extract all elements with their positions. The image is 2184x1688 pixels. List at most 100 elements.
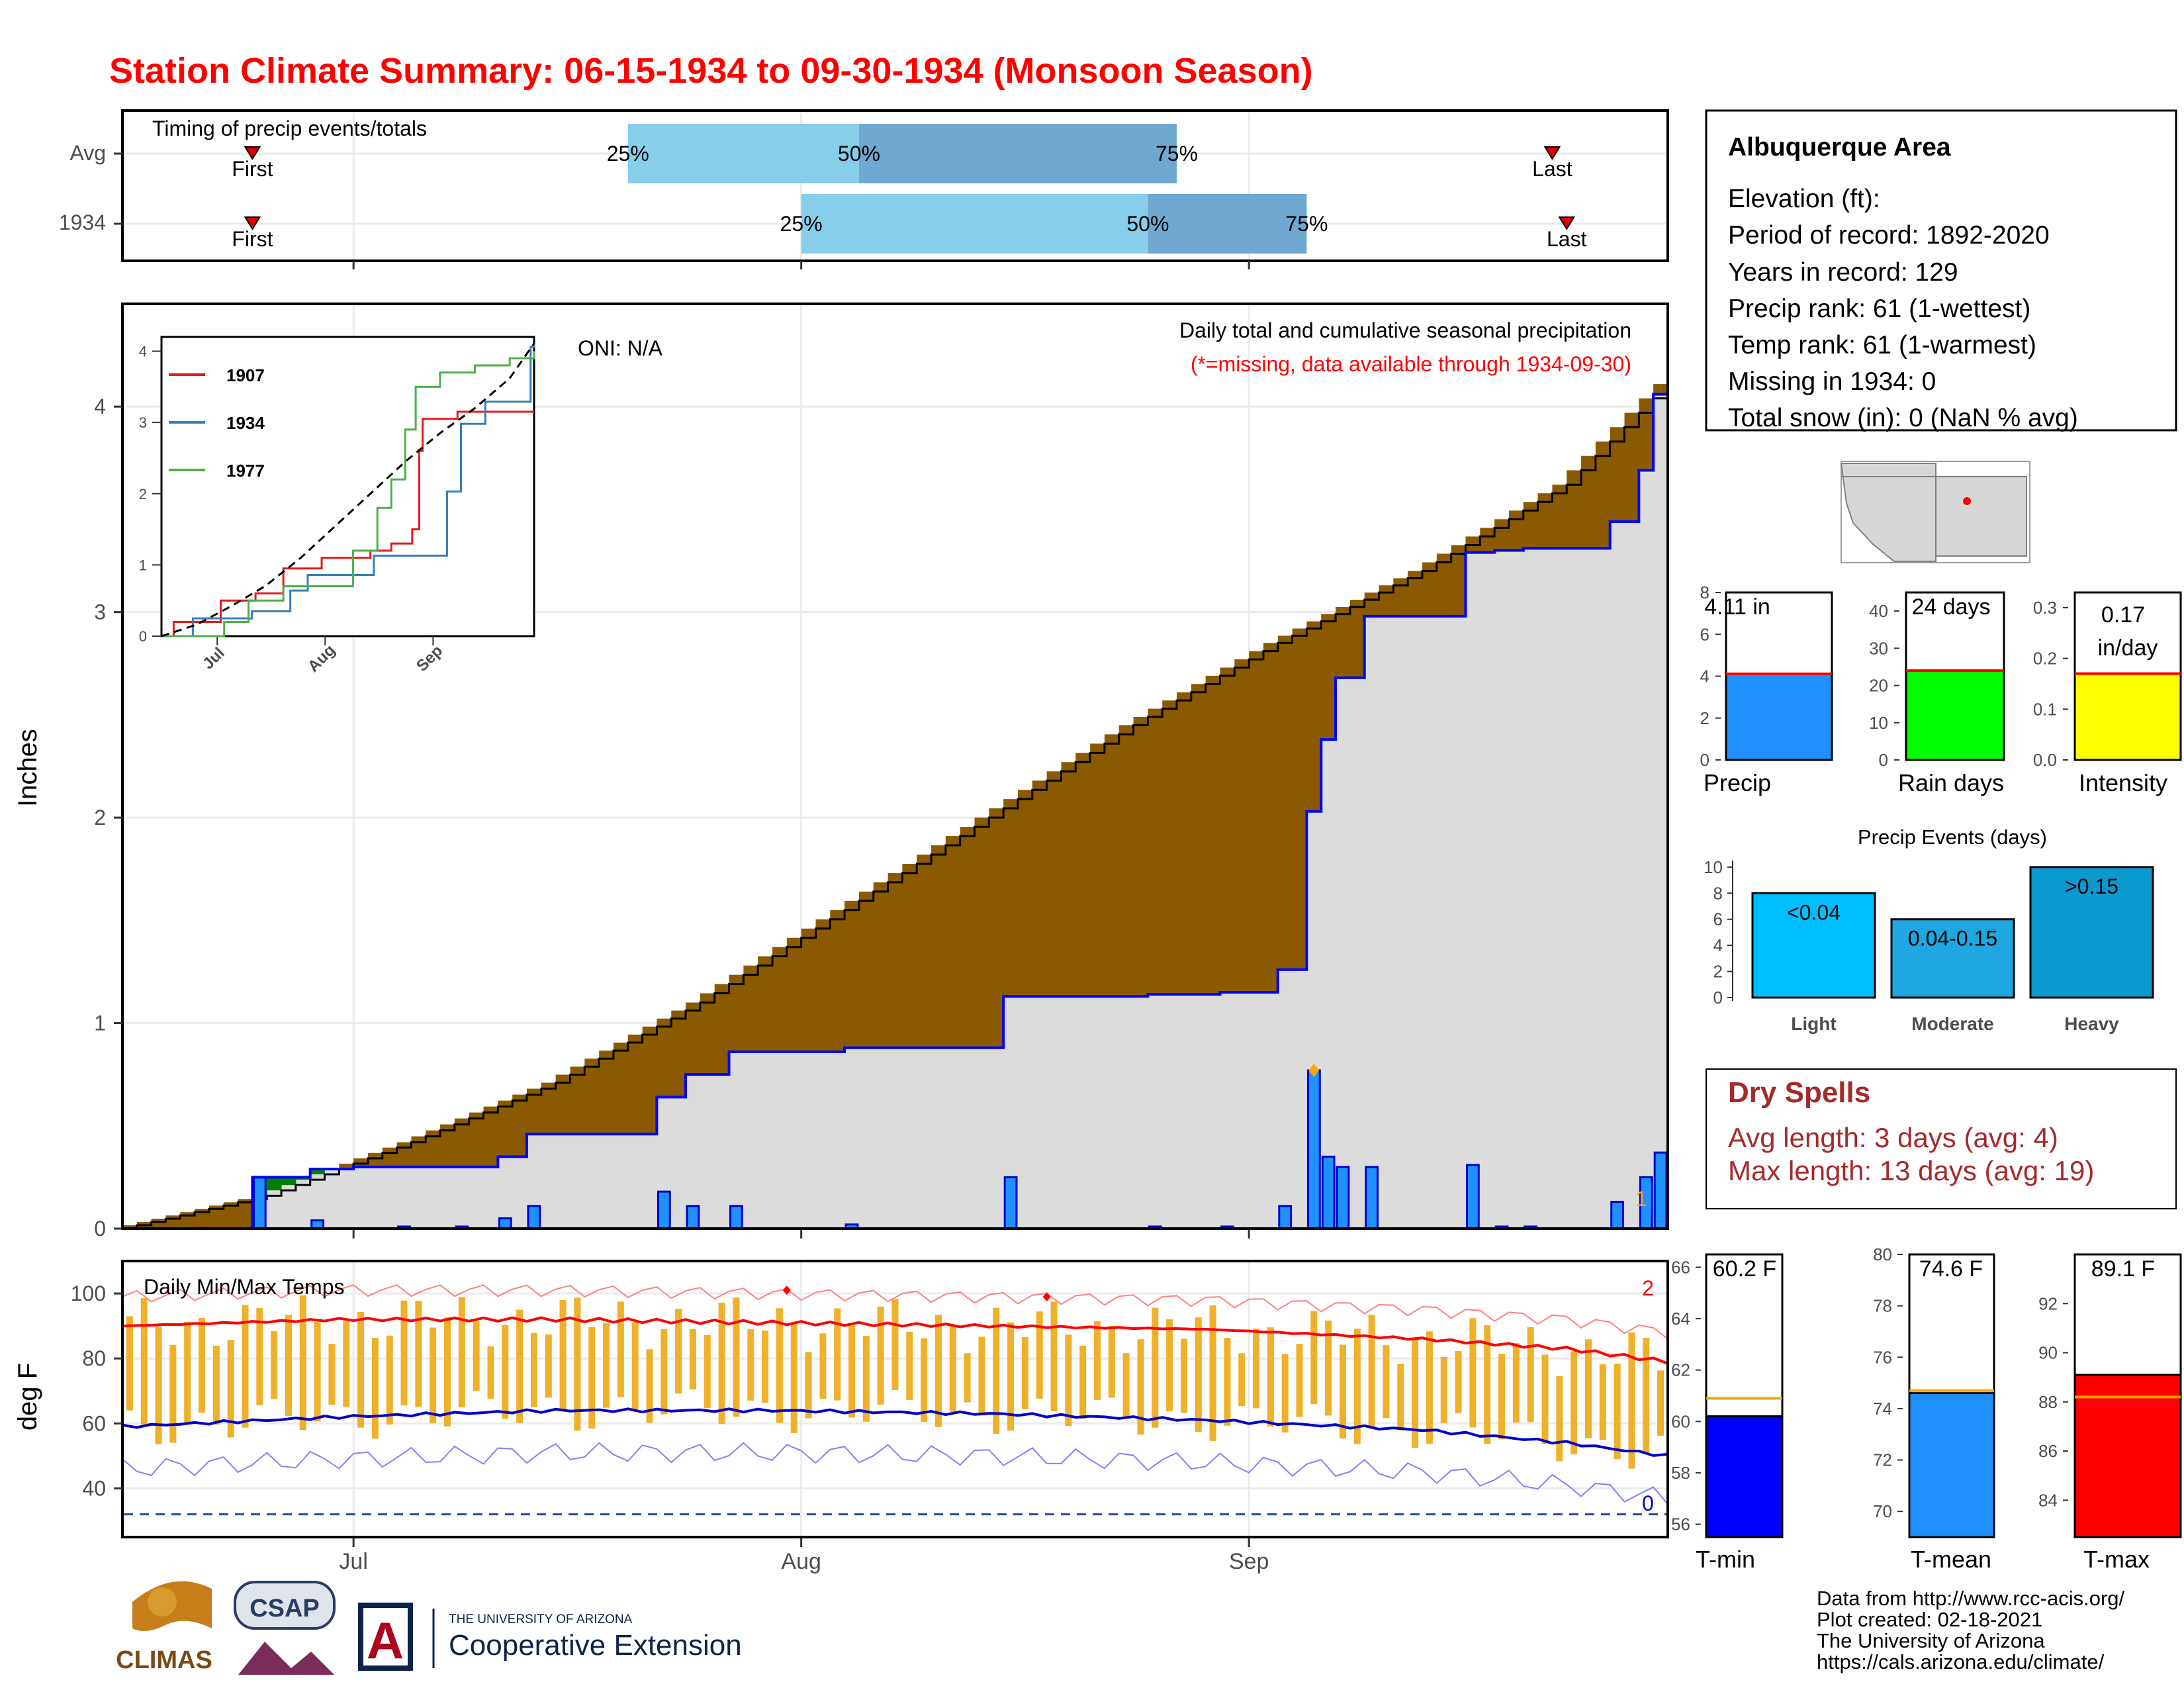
temp-daily-bar	[891, 1299, 899, 1390]
summary-bar-y-tick-label: 0.1	[2033, 699, 2057, 719]
timing-bar-50-75	[858, 124, 1177, 183]
precip-deficit-strip	[1552, 485, 1567, 549]
summary-bar-y-tick-label: 0.3	[2033, 598, 2057, 618]
precip-deficit-strip	[454, 1118, 470, 1167]
csap-logo-mountains	[238, 1642, 334, 1675]
temp-daily-bar	[386, 1335, 393, 1425]
temp-y-tick-label: 100	[71, 1282, 106, 1305]
temp-daily-bar	[848, 1325, 856, 1418]
precip-area-background	[122, 384, 1668, 1229]
precip-daily-bar	[498, 1217, 512, 1230]
precip-deficit-strip	[1537, 493, 1553, 549]
temp-bar-y-tick-label: 62	[1671, 1360, 1690, 1380]
temp-daily-bar	[704, 1335, 711, 1409]
temp-bar-fill	[2073, 1374, 2182, 1538]
precip-deficit-strip	[1220, 667, 1235, 992]
temp-daily-bar	[1657, 1370, 1664, 1436]
precip-deficit-strip	[627, 1034, 643, 1135]
temp-daily-bar	[964, 1353, 971, 1403]
temp-bar-y-tick-label: 64	[1671, 1309, 1690, 1329]
temp-daily-bar	[906, 1331, 913, 1400]
precip-y-tick-label: 3	[94, 600, 106, 624]
station-info-line: Precip rank: 61 (1-wettest)	[1728, 295, 2030, 323]
precip-deficit-strip	[830, 910, 845, 1053]
inset-legend: 1907 1934 1977	[169, 365, 265, 481]
temp-bar-value-tmean: 74.6 F	[1919, 1256, 1983, 1282]
events-y-tick-label: 6	[1713, 910, 1723, 929]
csap-logo: CSAP	[234, 1581, 336, 1675]
inset-frame	[160, 336, 535, 637]
precip-daily-bar	[1465, 1164, 1480, 1230]
temp-daily-bar	[415, 1301, 422, 1407]
precip-deficit-strip	[122, 1225, 138, 1229]
temp-daily-bar	[1021, 1336, 1028, 1409]
precip-deficit-strip	[512, 1094, 527, 1157]
temp-bar-y-tick-label: 70	[1873, 1501, 1892, 1521]
temp-daily-bar	[1195, 1317, 1202, 1432]
precip-deficit-strip	[541, 1082, 557, 1135]
temp-summary-bars: 56 58 60 62 64 66 70 72 74 76 78 80 84 86 88 90 92	[1671, 1244, 2182, 1538]
timing-content: 25% 50% 75% First Last 25% 50% 75% First Last	[114, 112, 1666, 269]
precip-deficit-strip	[1263, 643, 1279, 992]
temp-daily-bar	[1353, 1329, 1361, 1444]
precip-deficit-strip	[208, 1205, 224, 1229]
temp-daily-bar	[371, 1338, 379, 1439]
credit-line: https://cals.arizona.edu/climate/	[1817, 1650, 2105, 1673]
temp-daily-bar	[328, 1344, 336, 1405]
temp-daily-bar	[444, 1317, 451, 1427]
temp-bar-value-tmin: 60.2 F	[1713, 1256, 1776, 1282]
station-name: Albuquerque Area	[1728, 133, 1951, 162]
temp-daily-bar	[140, 1298, 148, 1425]
precip-deficit-strip	[599, 1051, 614, 1135]
temp-daily-bar	[819, 1333, 827, 1399]
events-y-tick-label: 10	[1704, 857, 1723, 877]
precip-deficit-strip	[1508, 510, 1524, 551]
precip-panel: 0 1 2 3 4 Inches ONI: N/A Daily total and cu…	[13, 303, 1669, 1241]
temp-daily-bar	[733, 1297, 740, 1417]
temp-daily-bar	[1527, 1327, 1534, 1423]
temp-average-min-line	[122, 1407, 1668, 1457]
dry-spells-max: Max length: 13 days (avg: 19)	[1728, 1155, 2094, 1186]
timing-bar-50-75	[1148, 194, 1307, 254]
temp-daily-bar	[776, 1308, 783, 1423]
events-bar-heavy	[2029, 866, 2154, 999]
temp-daily-bar	[1584, 1339, 1592, 1438]
temp-count-below: 0	[1642, 1491, 1654, 1515]
precip-deficit-strip	[1234, 659, 1250, 992]
precip-subtitle: Daily total and cumulative seasonal prec…	[1179, 318, 1631, 342]
precip-deficit-strip	[165, 1215, 181, 1229]
temp-daily-bar	[1253, 1329, 1260, 1409]
credit-line: Plot created: 02-18-2021	[1817, 1608, 2042, 1631]
temp-grid	[124, 1262, 1666, 1536]
temp-bar-y-tick-label: 74	[1873, 1399, 1892, 1419]
temp-daily-bar	[271, 1331, 278, 1399]
temp-x-tick-label: Sep	[1229, 1549, 1269, 1574]
precip-deficit-strip	[426, 1130, 441, 1167]
summary-value-intensity-unit: in/day	[2098, 635, 2158, 661]
temp-daily-bar	[530, 1333, 537, 1407]
inset-legend-label-1934: 1934	[226, 413, 265, 433]
precip-panel-frame	[121, 303, 1669, 1230]
inset-y-tick-label: 4	[139, 344, 147, 360]
summary-label-intensity: Intensity	[2079, 769, 2167, 796]
station-info-line: Elevation (ft):	[1728, 185, 1880, 213]
events-y-tick-label: 4	[1713, 935, 1723, 955]
precip-deficit-strip	[396, 1142, 412, 1167]
precip-deficit-strip	[1523, 502, 1539, 549]
events-y-tick-label: 2	[1713, 962, 1723, 982]
temp-daily-bar	[487, 1346, 494, 1399]
precip-daily-bar	[1306, 1069, 1321, 1230]
precip-deficit-strip	[1393, 578, 1408, 616]
temp-record-marker	[782, 1286, 791, 1295]
precip-deficit-strip	[483, 1106, 498, 1167]
credits: Data from http://www.rcc-acis.org/ Plot …	[1817, 1587, 2125, 1673]
precip-deficit-strip	[1277, 635, 1293, 970]
temp-daily-bar	[1469, 1318, 1477, 1428]
precip-missing-count: 1	[1635, 1187, 1647, 1211]
temp-record-max-line	[122, 1284, 1668, 1340]
temp-x-axis: Jul Aug Sep	[339, 1538, 1269, 1574]
precip-deficit-strip	[902, 863, 917, 1048]
precip-deficit-strip	[858, 891, 874, 1048]
precip-deficit-strip	[339, 1163, 354, 1169]
precip-deficit-strip	[1349, 600, 1365, 679]
